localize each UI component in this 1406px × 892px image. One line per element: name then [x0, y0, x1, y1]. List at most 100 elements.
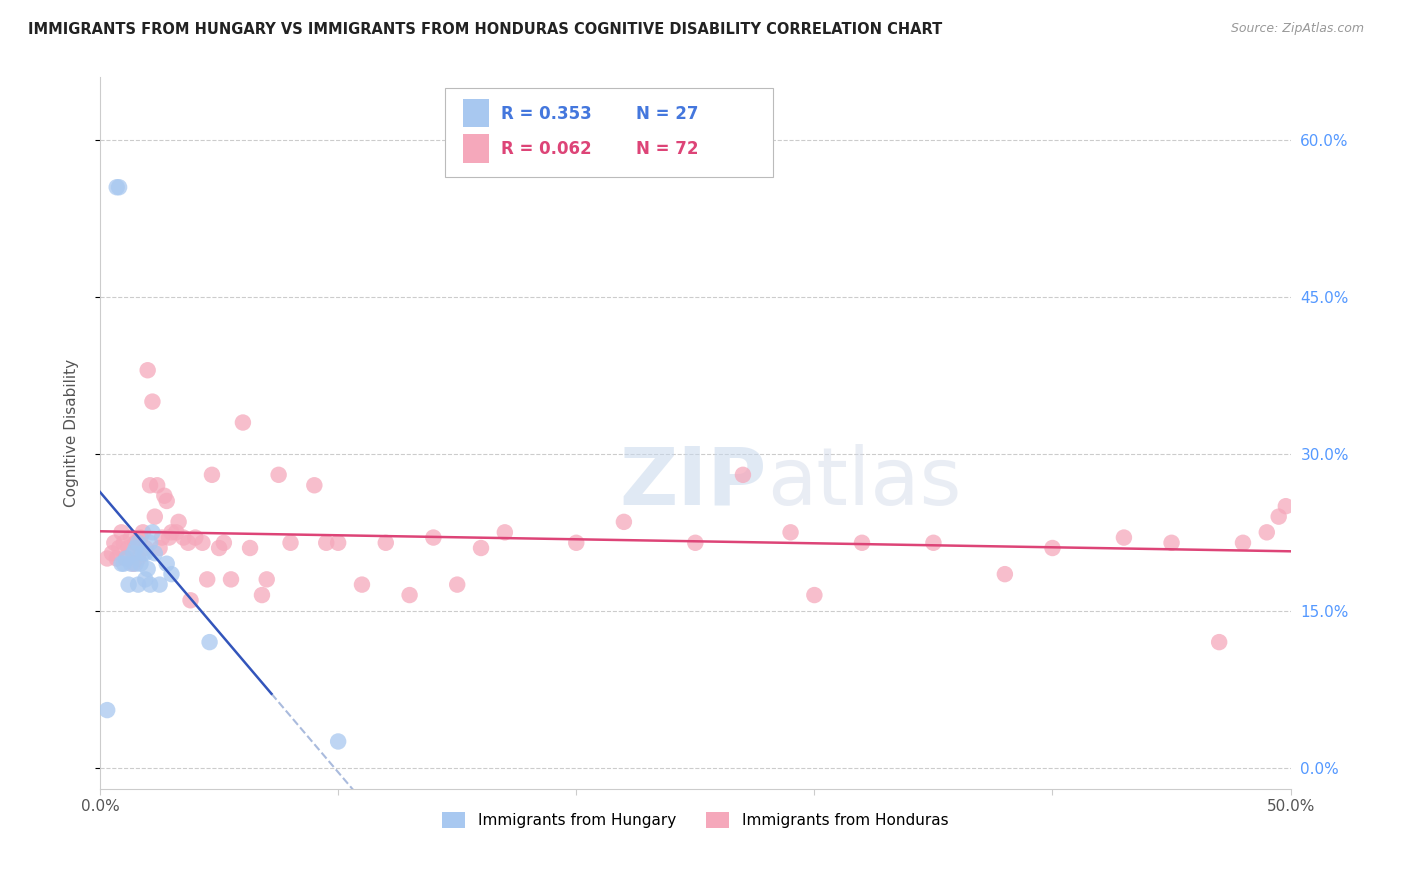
FancyBboxPatch shape [446, 88, 773, 177]
Point [470, 541, 492, 555]
Point [112, 557, 135, 571]
Point [120, 557, 142, 571]
Point [134, 541, 156, 555]
Point [117, 541, 139, 555]
Point [851, 536, 873, 550]
Text: atlas: atlas [766, 443, 962, 522]
Y-axis label: Cognitive Disability: Cognitive Disability [65, 359, 79, 507]
Point [96, 551, 118, 566]
Point [105, 180, 128, 194]
Point [160, 567, 183, 582]
Point [127, 551, 149, 566]
Point [172, 531, 194, 545]
Point [232, 416, 254, 430]
Text: N = 72: N = 72 [636, 140, 699, 158]
Bar [463, 99, 489, 128]
Point [731, 467, 754, 482]
Point [108, 541, 131, 555]
Point [494, 525, 516, 540]
Point [148, 541, 170, 555]
Bar [463, 135, 489, 162]
Point [115, 551, 138, 566]
Point [212, 536, 235, 550]
Point [803, 588, 825, 602]
Point [184, 531, 207, 545]
Point [374, 536, 396, 550]
Text: R = 0.353: R = 0.353 [502, 104, 592, 123]
Point [139, 536, 162, 550]
Point [177, 536, 200, 550]
Point [146, 478, 169, 492]
Point [134, 546, 156, 560]
Point [125, 557, 148, 571]
Point [180, 593, 202, 607]
Point [198, 635, 221, 649]
Point [779, 525, 801, 540]
Point [208, 541, 231, 555]
Point [148, 577, 170, 591]
Legend: Immigrants from Hungary, Immigrants from Honduras: Immigrants from Hungary, Immigrants from… [436, 806, 955, 834]
Point [103, 536, 125, 550]
Point [328, 536, 350, 550]
Point [201, 467, 224, 482]
Point [1256, 525, 1278, 540]
Point [129, 531, 152, 545]
Point [250, 588, 273, 602]
Point [143, 509, 166, 524]
Text: N = 27: N = 27 [636, 104, 699, 123]
Point [994, 567, 1017, 582]
Text: IMMIGRANTS FROM HUNGARY VS IMMIGRANTS FROM HONDURAS COGNITIVE DISABILITY CORRELA: IMMIGRANTS FROM HUNGARY VS IMMIGRANTS FR… [28, 22, 942, 37]
Point [256, 573, 278, 587]
Point [157, 531, 180, 545]
Point [108, 180, 131, 194]
Point [141, 525, 163, 540]
Point [1267, 509, 1289, 524]
Point [422, 531, 444, 545]
Point [315, 536, 337, 550]
Point [1208, 635, 1230, 649]
Point [191, 536, 214, 550]
Point [110, 557, 132, 571]
Point [328, 734, 350, 748]
Point [267, 467, 290, 482]
Point [922, 536, 945, 550]
Point [160, 525, 183, 540]
Point [143, 546, 166, 560]
Text: Source: ZipAtlas.com: Source: ZipAtlas.com [1230, 22, 1364, 36]
Point [304, 478, 326, 492]
Point [122, 546, 145, 560]
Point [1042, 541, 1064, 555]
Point [134, 573, 156, 587]
Point [398, 588, 420, 602]
Point [117, 577, 139, 591]
Point [565, 536, 588, 550]
Point [350, 577, 373, 591]
Point [165, 525, 187, 540]
Point [685, 536, 707, 550]
Point [156, 557, 179, 571]
Point [132, 546, 155, 560]
Point [139, 478, 162, 492]
Point [139, 577, 162, 591]
Point [129, 557, 152, 571]
Point [156, 494, 179, 508]
Point [153, 489, 176, 503]
Point [127, 536, 149, 550]
Point [122, 557, 145, 571]
Text: R = 0.062: R = 0.062 [502, 140, 592, 158]
Point [150, 531, 173, 545]
Point [101, 546, 124, 560]
Point [112, 536, 135, 550]
Point [115, 551, 138, 566]
Point [105, 551, 128, 566]
Point [1275, 499, 1298, 513]
Point [125, 541, 148, 555]
Point [120, 531, 142, 545]
Text: ZIP: ZIP [620, 443, 766, 522]
Point [141, 394, 163, 409]
Point [125, 536, 148, 550]
Point [446, 577, 468, 591]
Point [136, 562, 159, 576]
Point [127, 577, 149, 591]
Point [167, 515, 190, 529]
